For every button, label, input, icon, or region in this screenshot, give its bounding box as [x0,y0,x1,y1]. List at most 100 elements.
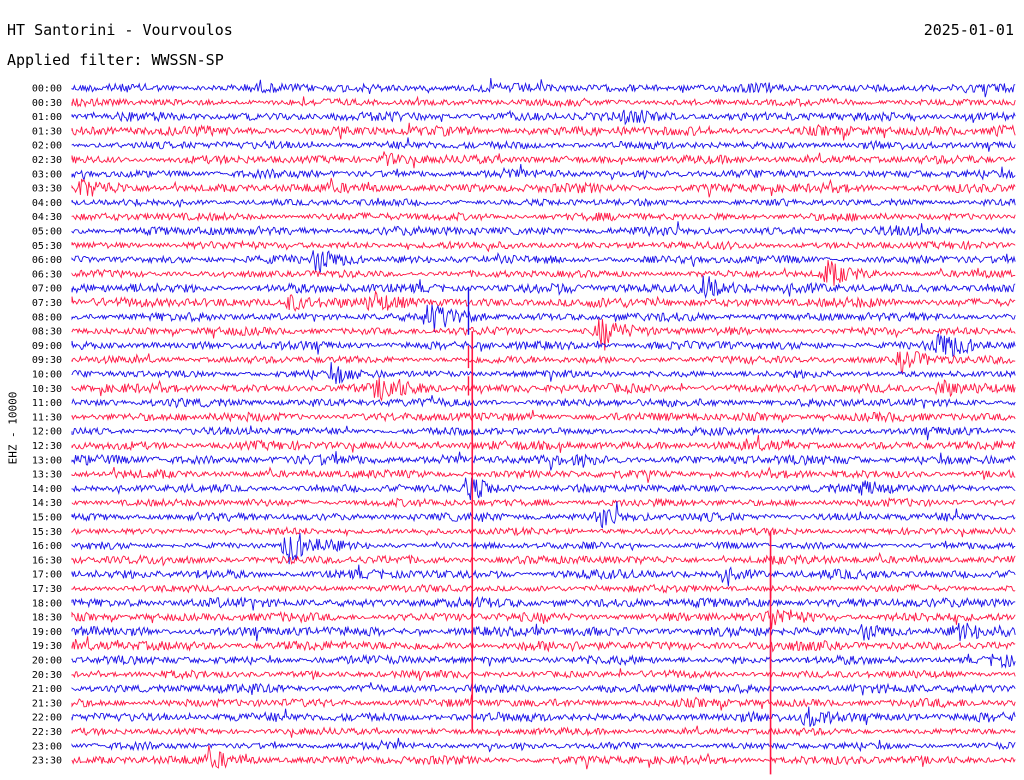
trace-0300 [71,164,1016,182]
row-time-label: 13:00 [32,455,62,466]
trace-0430 [71,211,1016,223]
row-time-label: 10:00 [32,370,62,381]
row-time-label: 09:30 [32,355,62,366]
row-time-label: 07:30 [32,298,62,309]
trace-1030 [71,377,1016,402]
row-time-label: 00:30 [32,98,62,109]
trace-2300 [71,737,1016,753]
row-time-label: 03:00 [32,169,62,180]
trace-0230 [71,151,1016,169]
trace-1930 [71,636,1016,653]
trace-0030 [71,95,1016,109]
trace-0600 [71,250,1016,273]
row-time-label: 03:30 [32,184,62,195]
row-time-label: 19:30 [32,641,62,652]
trace-0200 [71,137,1016,152]
trace-1700 [71,564,1016,587]
trace-0000 [71,78,1016,98]
trace-0630 [71,260,1016,286]
row-time-label: 18:00 [32,598,62,609]
trace-0930 [71,351,1016,375]
row-time-label: 15:00 [32,513,62,524]
row-time-label: 10:30 [32,384,62,395]
trace-0330 [71,177,1016,198]
trace-2200 [71,706,1016,727]
trace-1600 [71,532,1016,565]
row-time-label: 13:30 [32,470,62,481]
trace-1900 [71,622,1016,642]
trace-1730 [71,583,1016,594]
trace-2130 [71,694,1016,711]
row-time-label: 06:30 [32,269,62,280]
row-time-label: 12:00 [32,427,62,438]
row-time-label: 20:00 [32,656,62,667]
trace-0730 [71,289,1016,312]
row-time-label: 07:00 [32,284,62,295]
trace-0100 [71,109,1016,126]
station-title: HT Santorini - Vourvoulos [7,21,233,39]
trace-2030 [71,668,1016,682]
trace-1100 [71,395,1016,409]
trace-0400 [71,197,1016,208]
trace-0700 [71,275,1016,299]
trace-1130 [71,409,1016,424]
row-time-label: 08:30 [32,327,62,338]
trace-0130 [71,122,1016,141]
trace-1200 [71,425,1016,441]
trace-1830 [71,609,1016,629]
row-time-label: 22:30 [32,727,62,738]
row-time-label: 15:30 [32,527,62,538]
row-time-label: 16:00 [32,541,62,552]
trace-1530 [71,525,1016,538]
row-time-label: 17:30 [32,584,62,595]
row-time-label: 12:30 [32,441,62,452]
row-time-label: 02:30 [32,155,62,166]
row-time-label: 00:00 [32,84,62,95]
row-time-label: 02:00 [32,141,62,152]
trace-0900 [71,333,1016,357]
row-time-label: 04:30 [32,212,62,223]
trace-0830 [71,318,1016,351]
row-time-label: 21:00 [32,684,62,695]
trace-1430 [71,496,1016,509]
row-time-label: 14:30 [32,498,62,509]
row-time-label: 16:30 [32,555,62,566]
row-time-label: 23:30 [32,756,62,767]
filter-label: Applied filter: WWSSN-SP [7,51,224,69]
row-time-label: 20:30 [32,670,62,681]
row-time-label: 18:30 [32,613,62,624]
row-time-label: 11:00 [32,398,62,409]
trace-0800 [71,304,1016,333]
row-time-label: 09:00 [32,341,62,352]
trace-1300 [71,451,1016,471]
trace-1000 [71,362,1016,385]
row-time-label: 14:00 [32,484,62,495]
trace-2230 [71,725,1016,738]
row-time-label: 21:30 [32,698,62,709]
row-time-label: 17:00 [32,570,62,581]
trace-2000 [71,653,1016,669]
row-time-label: 23:00 [32,741,62,752]
row-time-label: 04:00 [32,198,62,209]
trace-1400 [71,477,1016,501]
row-time-label: 01:00 [32,112,62,123]
row-time-label: 11:30 [32,412,62,423]
row-time-label: 05:00 [32,227,62,238]
trace-1230 [71,434,1016,453]
trace-0530 [71,239,1016,253]
row-time-label: 08:00 [32,312,62,323]
trace-1630 [71,551,1016,567]
trace-1500 [71,501,1016,529]
date-label: 2025-01-01 [923,21,1014,39]
trace-1800 [71,595,1016,611]
row-time-label: 05:30 [32,241,62,252]
row-time-label: 01:30 [32,126,62,137]
row-time-label: 22:00 [32,713,62,724]
trace-1330 [71,466,1016,483]
row-time-label: 19:00 [32,627,62,638]
trace-2100 [71,682,1016,696]
row-time-label: 06:00 [32,255,62,266]
trace-2330 [71,745,1016,770]
trace-0500 [71,221,1016,238]
